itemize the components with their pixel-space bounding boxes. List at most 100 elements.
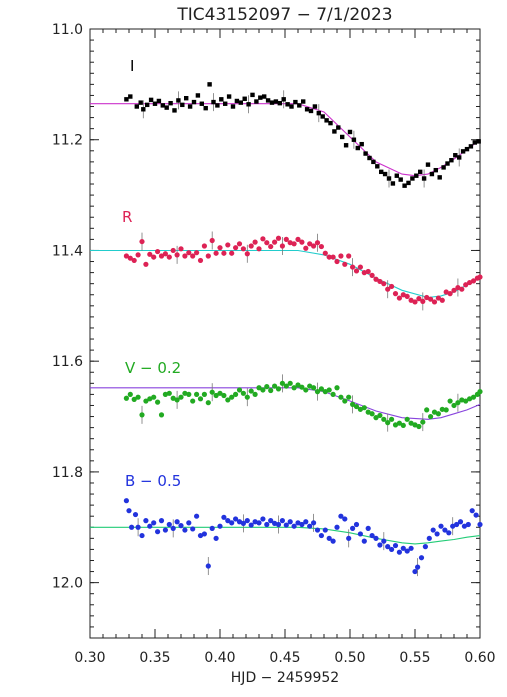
y-tick-label: 11.0 — [52, 22, 83, 38]
data-point — [428, 296, 434, 302]
data-point — [350, 264, 356, 270]
data-point — [217, 523, 223, 529]
data-point — [279, 243, 285, 249]
data-point — [191, 99, 197, 105]
data-point — [459, 397, 465, 403]
data-point — [229, 250, 235, 256]
data-point — [262, 94, 267, 99]
data-point — [326, 254, 332, 260]
data-point — [131, 257, 137, 264]
data-point — [147, 523, 153, 529]
data-point — [424, 294, 430, 301]
data-point — [151, 520, 157, 526]
data-point — [223, 101, 228, 106]
data-point — [342, 398, 348, 404]
data-point — [272, 239, 278, 245]
data-point — [422, 544, 428, 550]
data-point — [205, 563, 211, 569]
data-point — [127, 255, 133, 261]
data-point — [229, 520, 235, 526]
data-point — [190, 253, 196, 259]
data-point — [320, 114, 325, 119]
data-point — [131, 396, 137, 402]
data-point — [139, 532, 145, 539]
data-point — [463, 398, 469, 404]
data-point — [460, 149, 466, 154]
data-point — [272, 520, 278, 526]
data-point — [158, 253, 165, 259]
data-point — [141, 107, 146, 112]
series-group — [90, 82, 481, 188]
data-point — [386, 176, 392, 181]
data-point — [158, 518, 165, 524]
data-point — [166, 521, 172, 528]
data-point — [404, 548, 410, 554]
data-point — [301, 99, 306, 104]
data-point — [151, 254, 157, 260]
data-point — [326, 387, 332, 393]
data-point — [293, 99, 298, 105]
data-point — [312, 104, 318, 109]
data-point — [152, 101, 158, 106]
data-point — [431, 409, 438, 415]
data-point — [233, 245, 239, 251]
model-curve — [90, 103, 481, 177]
data-point — [446, 530, 452, 536]
data-point — [225, 242, 231, 248]
data-point — [443, 407, 449, 413]
data-point — [166, 254, 172, 260]
data-point — [180, 102, 185, 108]
data-point — [467, 396, 473, 402]
data-point — [347, 129, 353, 135]
y-tick-label: 12.0 — [52, 576, 83, 592]
data-point — [330, 254, 336, 260]
data-point — [268, 387, 274, 394]
data-point — [248, 243, 254, 249]
data-point — [396, 549, 402, 555]
axis-ticks — [89, 28, 481, 639]
data-point — [244, 518, 250, 524]
data-point — [260, 516, 266, 522]
data-point — [330, 538, 336, 544]
data-point — [477, 274, 483, 280]
data-point — [322, 250, 328, 256]
x-tick-label: 0.60 — [464, 650, 495, 666]
data-point — [174, 252, 180, 258]
data-point — [437, 175, 442, 180]
data-point — [455, 284, 461, 291]
data-point — [164, 105, 169, 110]
data-point — [233, 516, 239, 522]
data-point — [350, 401, 356, 407]
data-point — [430, 527, 436, 533]
data-point — [295, 520, 301, 526]
data-point — [176, 98, 181, 103]
data-point — [304, 107, 310, 112]
data-point — [139, 238, 145, 245]
data-point — [143, 261, 149, 267]
plot-area — [90, 82, 483, 577]
data-point — [254, 99, 259, 104]
data-point — [342, 261, 348, 267]
data-point — [416, 296, 422, 302]
data-point — [363, 151, 368, 156]
data-point — [256, 520, 262, 526]
data-point — [434, 531, 440, 537]
data-point — [404, 416, 410, 422]
data-point — [438, 523, 444, 529]
data-point — [135, 524, 141, 530]
data-point — [420, 298, 426, 304]
data-point — [182, 390, 188, 396]
data-point — [250, 92, 255, 98]
data-point — [289, 104, 294, 109]
data-point — [334, 258, 340, 265]
data-point — [451, 287, 457, 293]
data-point — [442, 527, 448, 533]
data-point — [213, 392, 219, 399]
data-point — [334, 385, 340, 391]
data-point — [174, 397, 180, 403]
data-point — [155, 399, 161, 405]
data-point — [445, 161, 450, 166]
data-point — [287, 380, 293, 386]
data-point — [365, 525, 371, 531]
data-point — [203, 105, 208, 111]
